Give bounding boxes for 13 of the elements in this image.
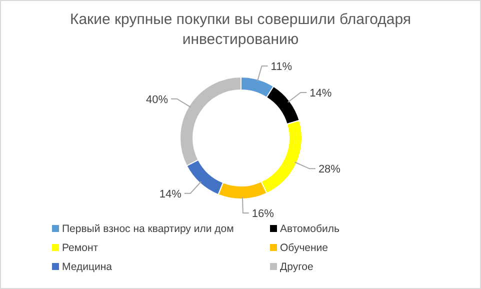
legend-label: Автомобиль <box>280 223 340 235</box>
chart-title: Какие крупные покупки вы совершили благодаря инвестированию <box>70 11 412 48</box>
data-label: 16% <box>252 208 274 220</box>
legend-label: Ремонт <box>62 242 98 254</box>
legend-label: Обучение <box>280 242 328 254</box>
data-label: 14% <box>159 188 182 200</box>
legend-label: Медицина <box>62 261 112 273</box>
data-label: 11% <box>270 60 292 73</box>
legend-label: Первый взнос на квартиру или дом <box>62 223 234 235</box>
data-label: 40% <box>146 94 168 106</box>
data-label: 14% <box>310 88 332 100</box>
data-label: 28% <box>318 164 341 176</box>
legend-label: Другое <box>280 261 314 273</box>
